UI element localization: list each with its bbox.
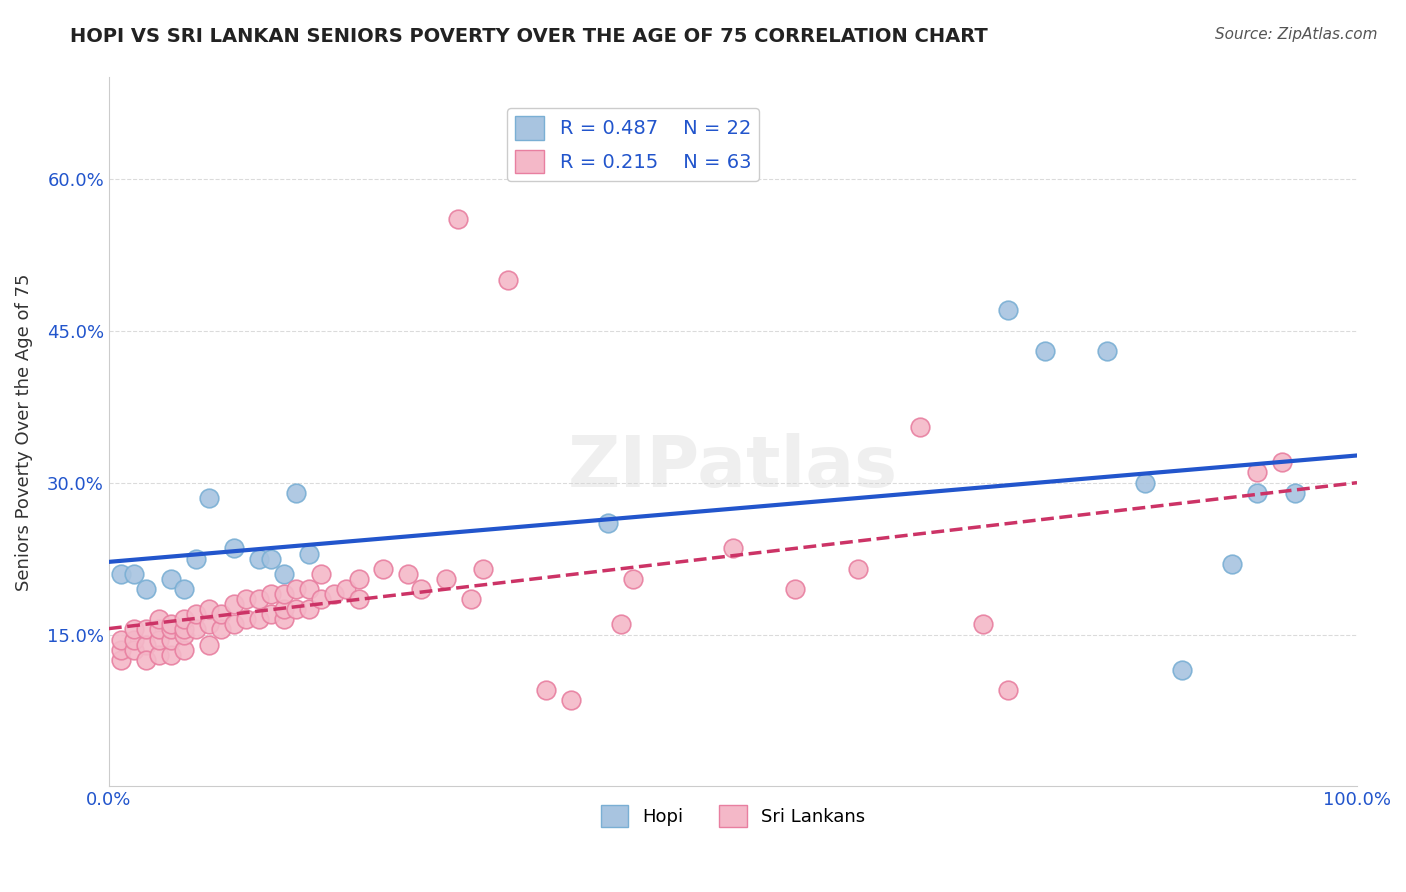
Point	[460, 592, 482, 607]
Point	[409, 582, 432, 596]
Point	[1033, 343, 1056, 358]
Point	[997, 303, 1019, 318]
Point	[235, 592, 257, 607]
Point	[160, 572, 183, 586]
Point	[222, 617, 245, 632]
Point	[148, 623, 170, 637]
Point	[297, 582, 319, 596]
Point	[135, 623, 157, 637]
Point	[197, 602, 219, 616]
Point	[347, 572, 370, 586]
Point	[135, 582, 157, 596]
Point	[122, 632, 145, 647]
Point	[135, 653, 157, 667]
Point	[498, 273, 520, 287]
Y-axis label: Seniors Poverty Over the Age of 75: Seniors Poverty Over the Age of 75	[15, 273, 32, 591]
Point	[1220, 557, 1243, 571]
Point	[1271, 455, 1294, 469]
Text: Source: ZipAtlas.com: Source: ZipAtlas.com	[1215, 27, 1378, 42]
Point	[173, 612, 195, 626]
Point	[235, 612, 257, 626]
Point	[110, 566, 132, 581]
Point	[222, 541, 245, 556]
Point	[173, 582, 195, 596]
Point	[309, 566, 332, 581]
Point	[260, 587, 283, 601]
Point	[148, 648, 170, 662]
Point	[1133, 475, 1156, 490]
Point	[347, 592, 370, 607]
Point	[222, 597, 245, 611]
Point	[785, 582, 807, 596]
Point	[534, 683, 557, 698]
Text: HOPI VS SRI LANKAN SENIORS POVERTY OVER THE AGE OF 75 CORRELATION CHART: HOPI VS SRI LANKAN SENIORS POVERTY OVER …	[70, 27, 988, 45]
Point	[447, 212, 470, 227]
Point	[908, 420, 931, 434]
Point	[160, 632, 183, 647]
Point	[209, 607, 232, 622]
Point	[197, 617, 219, 632]
Point	[1246, 466, 1268, 480]
Point	[273, 587, 295, 601]
Point	[160, 617, 183, 632]
Point	[285, 485, 308, 500]
Point	[186, 607, 208, 622]
Point	[309, 592, 332, 607]
Point	[197, 491, 219, 505]
Point	[110, 642, 132, 657]
Point	[186, 623, 208, 637]
Point	[209, 623, 232, 637]
Point	[335, 582, 357, 596]
Point	[173, 627, 195, 641]
Point	[260, 551, 283, 566]
Point	[1097, 343, 1119, 358]
Point	[148, 632, 170, 647]
Point	[273, 602, 295, 616]
Point	[997, 683, 1019, 698]
Point	[972, 617, 994, 632]
Point	[260, 607, 283, 622]
Point	[621, 572, 644, 586]
Point	[160, 648, 183, 662]
Point	[160, 623, 183, 637]
Point	[1171, 663, 1194, 677]
Point	[110, 632, 132, 647]
Point	[297, 547, 319, 561]
Point	[322, 587, 344, 601]
Point	[434, 572, 457, 586]
Point	[247, 592, 270, 607]
Point	[297, 602, 319, 616]
Text: ZIPatlas: ZIPatlas	[568, 433, 898, 502]
Point	[247, 612, 270, 626]
Point	[148, 612, 170, 626]
Point	[609, 617, 631, 632]
Point	[273, 566, 295, 581]
Point	[110, 653, 132, 667]
Point	[186, 551, 208, 566]
Point	[135, 638, 157, 652]
Point	[285, 582, 308, 596]
Point	[472, 562, 495, 576]
Point	[197, 638, 219, 652]
Point	[273, 612, 295, 626]
Point	[846, 562, 869, 576]
Point	[396, 566, 419, 581]
Point	[122, 566, 145, 581]
Point	[598, 516, 620, 530]
Legend: Hopi, Sri Lankans: Hopi, Sri Lankans	[593, 797, 872, 834]
Point	[373, 562, 395, 576]
Point	[285, 602, 308, 616]
Point	[122, 642, 145, 657]
Point	[247, 551, 270, 566]
Point	[721, 541, 744, 556]
Point	[1284, 485, 1306, 500]
Point	[173, 623, 195, 637]
Point	[122, 623, 145, 637]
Point	[560, 693, 582, 707]
Point	[173, 642, 195, 657]
Point	[1246, 485, 1268, 500]
